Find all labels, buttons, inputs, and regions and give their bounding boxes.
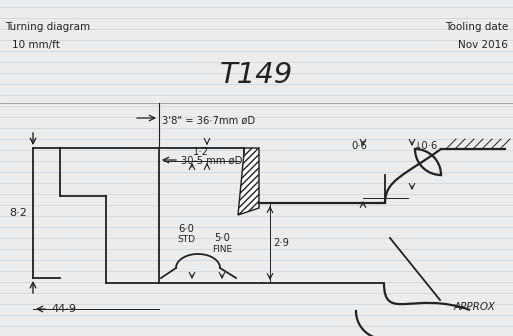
Text: Nov 2016: Nov 2016 bbox=[458, 40, 508, 50]
Text: STD: STD bbox=[177, 235, 195, 244]
Text: Tooling date: Tooling date bbox=[445, 22, 508, 32]
Text: FINE: FINE bbox=[212, 245, 232, 254]
Text: 3'8" = 36·7mm øD: 3'8" = 36·7mm øD bbox=[162, 116, 255, 126]
Text: 10 mm/ft: 10 mm/ft bbox=[12, 40, 60, 50]
Text: Turning diagram: Turning diagram bbox=[5, 22, 90, 32]
Text: ↓0·6: ↓0·6 bbox=[414, 141, 438, 151]
Text: 44·9: 44·9 bbox=[51, 304, 76, 314]
Text: APPROX: APPROX bbox=[453, 302, 495, 312]
Text: 1·2: 1·2 bbox=[193, 147, 209, 157]
Text: T149: T149 bbox=[220, 61, 292, 89]
Polygon shape bbox=[238, 148, 259, 215]
Text: 2·9: 2·9 bbox=[273, 238, 289, 248]
Text: 6·0: 6·0 bbox=[178, 224, 194, 234]
Text: 8·2: 8·2 bbox=[9, 208, 27, 218]
Text: 5·0: 5·0 bbox=[214, 233, 230, 243]
Text: 30·5 mm øD: 30·5 mm øD bbox=[181, 156, 242, 166]
Text: 0·6: 0·6 bbox=[351, 141, 367, 151]
